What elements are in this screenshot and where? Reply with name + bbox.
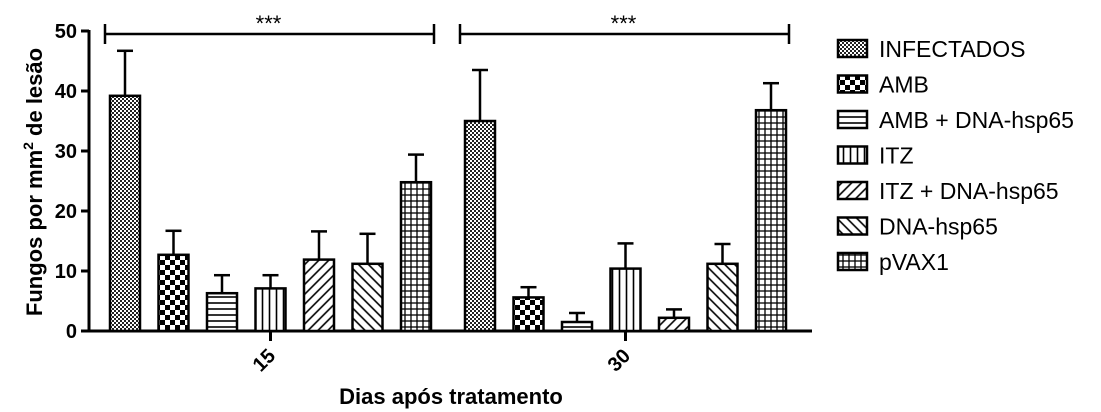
bar-pvax1-15 xyxy=(399,180,433,333)
legend-label: ITZ + DNA-hsp65 xyxy=(879,178,1059,204)
bar-itz-15 xyxy=(254,287,287,333)
bar-pvax1-30 xyxy=(754,108,788,333)
legend-label: AMB + DNA-hsp65 xyxy=(879,107,1074,133)
legend-swatch xyxy=(836,145,869,165)
legend-label: AMB xyxy=(879,72,929,98)
x-tick-label: 15 xyxy=(249,345,280,376)
bar-amb-30 xyxy=(512,296,545,333)
bar-amb-dna-hsp65-30 xyxy=(560,320,594,333)
bar-amb-15 xyxy=(157,253,190,333)
significance-label: *** xyxy=(611,11,637,36)
y-tick-label: 20 xyxy=(55,201,77,223)
bar-itz-dna-hsp65-30 xyxy=(657,316,691,333)
legend-swatch xyxy=(836,251,869,272)
legend-label: ITZ xyxy=(879,143,914,169)
y-tick-label: 0 xyxy=(66,321,77,343)
legend-swatch xyxy=(836,74,869,94)
y-tick-label: 30 xyxy=(55,141,77,163)
y-tick-label: 50 xyxy=(55,21,77,43)
x-tick-label: 30 xyxy=(604,345,635,376)
bar-infectados-30 xyxy=(463,119,497,333)
x-axis-title: Dias após tratamento xyxy=(339,384,563,409)
y-tick-label: 40 xyxy=(55,81,77,103)
y-tick-label: 10 xyxy=(55,261,77,283)
bar-dna-hsp65-15 xyxy=(351,262,384,333)
legend-swatch xyxy=(836,216,869,236)
legend-swatch xyxy=(836,109,869,130)
legend-label: pVAX1 xyxy=(879,249,949,275)
y-axis-title: Fungos por mm2 de lesão xyxy=(20,48,47,316)
legend-label: INFECTADOS xyxy=(879,36,1026,62)
legend: INFECTADOS AMB AMB + DNA-hsp65 ITZ ITZ + DNA… xyxy=(836,36,1074,275)
bar-itz-30 xyxy=(609,267,642,333)
legend-swatch xyxy=(836,38,869,59)
significance-label: *** xyxy=(256,11,282,36)
legend-label: DNA-hsp65 xyxy=(879,214,998,240)
bar-infectados-15 xyxy=(108,94,142,333)
bar-dna-hsp65-30 xyxy=(706,262,739,333)
bar-amb-dna-hsp65-15 xyxy=(205,291,239,333)
plot-area: 0 10 20 30 40 50 15 *** 30 *** xyxy=(55,11,812,376)
legend-swatch xyxy=(836,180,869,201)
bar-itz-dna-hsp65-15 xyxy=(302,258,336,333)
